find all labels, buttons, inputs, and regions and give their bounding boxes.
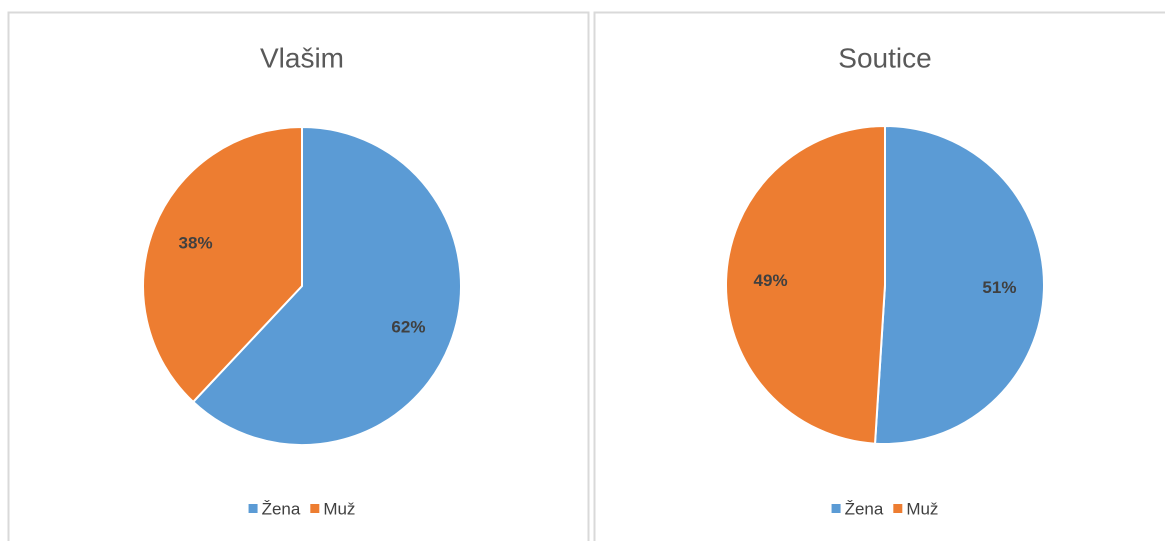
legend-label: Žena bbox=[262, 499, 301, 518]
pie-slice bbox=[873, 124, 1046, 445]
legend-swatch bbox=[831, 504, 841, 513]
pie-slice bbox=[725, 124, 886, 445]
chart-title: Vlašim bbox=[260, 42, 344, 73]
panel-border bbox=[593, 11, 1165, 541]
pie-slice bbox=[191, 125, 462, 446]
legend-label: Žena bbox=[845, 499, 884, 518]
legend-swatch bbox=[893, 504, 903, 513]
data-label: 49% bbox=[754, 271, 788, 290]
legend-label: Muž bbox=[323, 499, 355, 518]
data-label: 38% bbox=[179, 233, 213, 252]
chart-title: Soutice bbox=[838, 42, 931, 73]
data-label: 51% bbox=[982, 278, 1016, 297]
legend-swatch bbox=[248, 504, 258, 513]
legend-swatch bbox=[310, 504, 320, 513]
legend-label: Muž bbox=[906, 499, 938, 518]
data-label: 62% bbox=[391, 318, 425, 337]
pie-slice bbox=[142, 125, 303, 404]
panel-border bbox=[7, 11, 590, 541]
